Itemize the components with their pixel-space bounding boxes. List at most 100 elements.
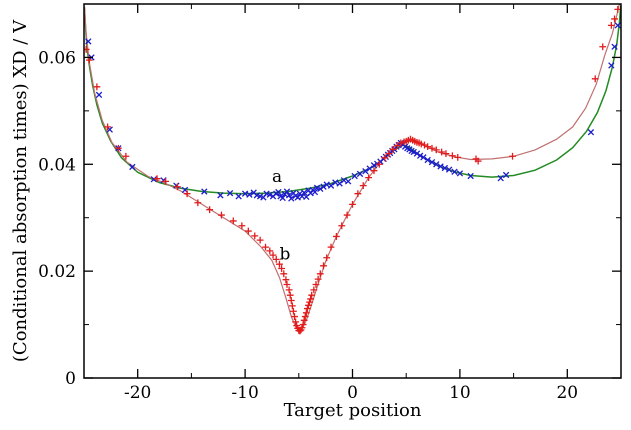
y-tick-label: 0.04: [38, 155, 76, 175]
data-point: [442, 150, 450, 157]
plot-frame: [83, 3, 622, 379]
data-point: [280, 270, 288, 278]
data-point: [278, 265, 286, 272]
data-point: [162, 177, 170, 185]
data-point: [614, 22, 621, 29]
data-point: [300, 189, 308, 196]
data-point: [298, 324, 306, 332]
data-point: [327, 182, 335, 189]
data-point: [312, 281, 320, 288]
data-point: [349, 200, 356, 208]
data-point: [454, 153, 462, 161]
data-point: [269, 251, 277, 259]
data-point: [389, 145, 397, 153]
data-point: [359, 182, 367, 190]
data-point: [314, 275, 322, 283]
data-point: [456, 170, 464, 177]
data-point: [206, 206, 214, 214]
x-tick-label: 0: [347, 383, 358, 403]
data-point: [310, 286, 318, 294]
data-point: [266, 191, 273, 198]
data-point: [316, 270, 324, 278]
data-point: [420, 154, 427, 161]
data-point: [497, 174, 504, 182]
data-point: [385, 150, 393, 157]
data-point: [345, 178, 352, 185]
data-point: [85, 38, 92, 45]
data-point: [608, 62, 615, 69]
data-point: [288, 302, 296, 310]
data-point: [84, 46, 90, 53]
series-line-2: [84, 4, 620, 332]
data-point: [370, 167, 378, 175]
marker-series-3: [85, 22, 621, 202]
data-point: [433, 161, 440, 168]
marker-layer: [84, 5, 621, 335]
data-point: [93, 83, 101, 91]
data-point: [381, 154, 389, 162]
data-point: [262, 243, 269, 251]
annotation-layer: ab: [272, 167, 291, 264]
data-point: [451, 168, 458, 175]
data-point: [218, 211, 225, 219]
data-point: [217, 192, 224, 199]
data-point: [410, 148, 417, 156]
x-tick-label: 20: [556, 383, 578, 403]
data-point: [286, 291, 294, 299]
data-point: [338, 222, 346, 230]
data-point: [272, 255, 280, 263]
data-point: [226, 189, 234, 197]
data-point: [291, 313, 298, 320]
data-point: [474, 157, 482, 165]
data-point: [275, 188, 282, 196]
data-point: [302, 309, 310, 317]
data-point: [288, 195, 295, 202]
data-point: [122, 152, 130, 160]
data-point: [448, 152, 456, 160]
data-point: [354, 190, 362, 198]
data-point: [509, 152, 516, 160]
x-tick-label: -10: [231, 383, 258, 403]
data-point: [432, 146, 440, 154]
data-point: [607, 21, 615, 29]
x-tick-label: -20: [124, 383, 151, 403]
data-point: [183, 190, 191, 198]
series-line-1: [84, 6, 621, 195]
data-point: [417, 140, 425, 148]
data-point: [370, 162, 378, 169]
data-point: [327, 243, 335, 251]
data-point: [587, 129, 595, 136]
data-point: [305, 301, 312, 309]
data-point: [244, 227, 252, 235]
data-point: [303, 305, 311, 312]
data-point: [307, 295, 315, 303]
data-point: [438, 148, 446, 156]
y-tick-label: 0.02: [38, 262, 76, 282]
data-point: [336, 180, 343, 187]
data-point: [351, 172, 358, 180]
data-point: [502, 171, 510, 179]
data-point: [320, 183, 327, 190]
x-tick-label: 10: [449, 383, 471, 403]
data-point: [285, 286, 293, 294]
data-point: [428, 144, 436, 152]
data-point: [365, 174, 373, 182]
data-point: [599, 43, 607, 51]
y-axis-label: (Conditional absorption times) XD / V: [10, 19, 31, 362]
data-point: [201, 188, 208, 195]
data-point: [317, 185, 324, 193]
data-point: [292, 318, 299, 326]
data-point: [614, 5, 621, 13]
data-point: [256, 236, 264, 244]
data-point: [301, 313, 309, 320]
data-point: [129, 163, 136, 171]
curve-annotation-b: b: [279, 244, 290, 264]
marker-series-4: [84, 5, 621, 335]
data-point: [114, 144, 122, 152]
data-point: [287, 297, 295, 304]
data-point: [276, 260, 283, 268]
data-point: [300, 316, 308, 324]
data-point: [266, 247, 274, 255]
data-point: [413, 150, 421, 157]
